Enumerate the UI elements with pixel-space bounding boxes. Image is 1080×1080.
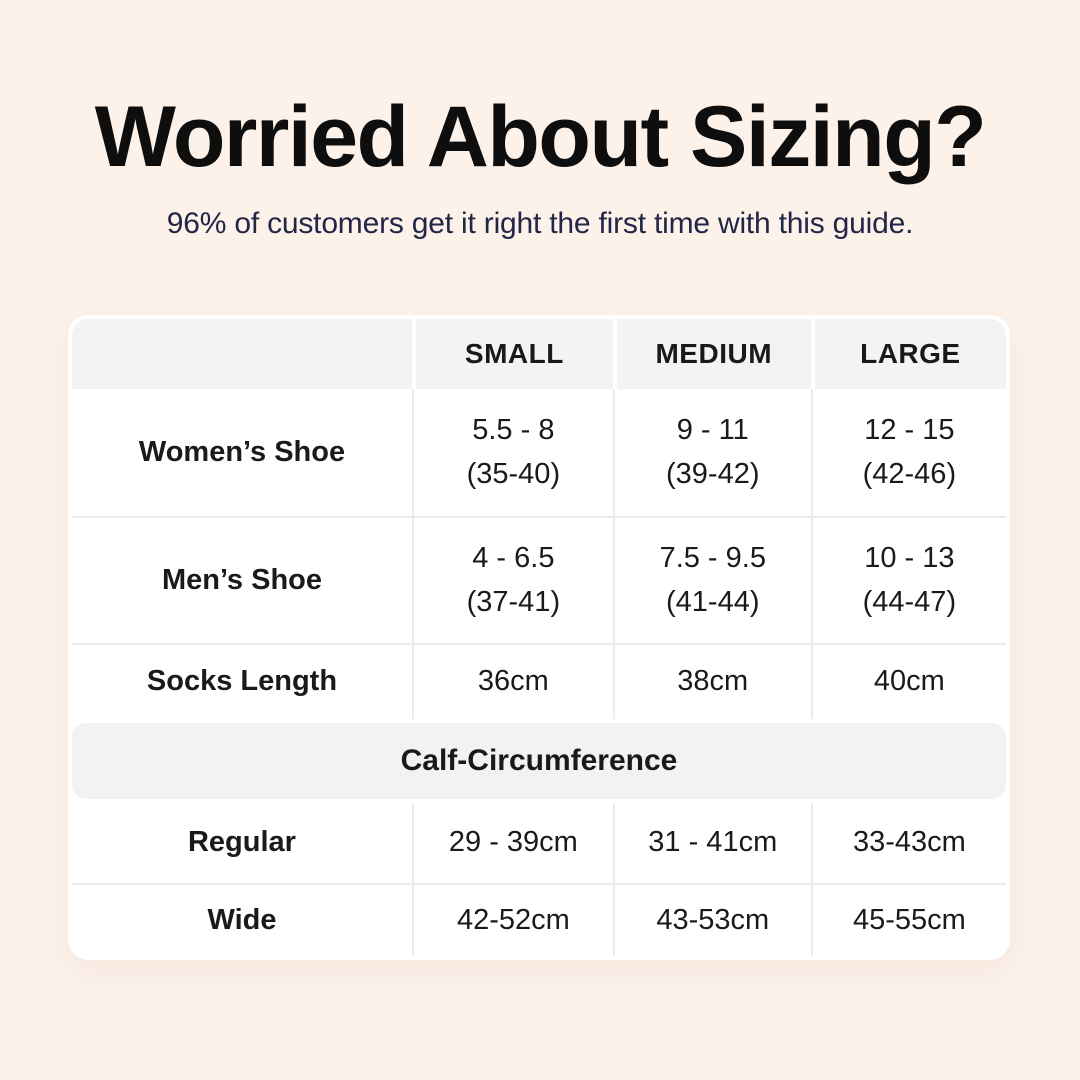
table-row-socks-length: Socks Length 36cm 38cm 40cm [72, 643, 1006, 719]
table-row-mens-shoe: Men’s Shoe 4 - 6.5 (37-41) 7.5 - 9.5 (41… [72, 516, 1006, 643]
cell-line: 43-53cm [656, 903, 770, 936]
cell-socks-large: 40cm [810, 645, 1006, 719]
table-row-wide: Wide 42-52cm 43-53cm 45-55cm [72, 883, 1006, 956]
section-header-calf-circumference: Calf-Circumference [72, 723, 1006, 799]
cell-regular-large: 33-43cm [810, 803, 1006, 883]
cell-socks-small: 36cm [411, 645, 613, 719]
page-title: Worried About Sizing? [94, 89, 987, 185]
cell-regular-medium: 31 - 41cm [612, 803, 811, 883]
cell-socks-medium: 38cm [612, 645, 811, 719]
row-label: Regular [187, 826, 296, 859]
cell-line: (41-44) [666, 585, 760, 618]
cell-line: 33-43cm [852, 826, 966, 859]
cell-line: 5.5 - 8 [472, 414, 555, 446]
cell-line: 7.5 - 9.5 [659, 542, 766, 574]
cell-mens-small: 4 - 6.5 (37-41) [411, 518, 613, 643]
row-label: Socks Length [146, 665, 338, 698]
table-row-regular: Regular 29 - 39cm 31 - 41cm 33-43cm [72, 803, 1006, 883]
row-label: Men’s Shoe [161, 563, 323, 596]
cell-line: 45-55cm [852, 903, 966, 936]
cell-womens-small: 5.5 - 8 (35-40) [411, 389, 613, 516]
cell-wide-medium: 43-53cm [612, 885, 811, 956]
cell-mens-large: 10 - 13 (44-47) [810, 518, 1006, 643]
cell-mens-medium: 7.5 - 9.5 (41-44) [612, 518, 811, 643]
header-cell-small: SMALL [411, 319, 613, 389]
cell-line: (39-42) [666, 457, 760, 490]
table-header-row: SMALL MEDIUM LARGE [72, 319, 1006, 389]
header-cell-large: LARGE [810, 319, 1006, 389]
cell-line: 10 - 13 [864, 542, 955, 574]
sizing-table: SMALL MEDIUM LARGE Women’s Shoe 5.5 - 8 … [68, 315, 1010, 960]
row-label: Wide [207, 903, 277, 936]
header-cell-empty [72, 319, 412, 389]
cell-line: 40cm [873, 665, 945, 698]
cell-line: 31 - 41cm [648, 826, 778, 859]
cell-line: 9 - 11 [676, 414, 749, 446]
cell-line: (35-40) [466, 457, 561, 490]
cell-womens-medium: 9 - 11 (39-42) [612, 389, 811, 516]
cell-line: 42-52cm [456, 903, 570, 936]
cell-line: 38cm [677, 665, 749, 698]
cell-line: (37-41) [466, 585, 561, 618]
cell-line: 29 - 39cm [448, 826, 578, 859]
cell-line: 4 - 6.5 [472, 542, 555, 574]
cell-wide-large: 45-55cm [810, 885, 1006, 956]
page-subtitle: 96% of customers get it right the first … [166, 207, 914, 240]
cell-line: 12 - 15 [864, 414, 955, 446]
cell-regular-small: 29 - 39cm [411, 803, 613, 883]
cell-wide-small: 42-52cm [411, 885, 613, 956]
table-row-womens-shoe: Women’s Shoe 5.5 - 8 (35-40) 9 - 11 (39-… [72, 389, 1006, 516]
cell-womens-large: 12 - 15 (42-46) [810, 389, 1006, 516]
row-label: Women’s Shoe [138, 435, 346, 468]
header-cell-medium: MEDIUM [612, 319, 811, 389]
cell-line: (44-47) [862, 585, 957, 618]
cell-line: 36cm [477, 665, 549, 698]
cell-line: (42-46) [862, 457, 957, 490]
